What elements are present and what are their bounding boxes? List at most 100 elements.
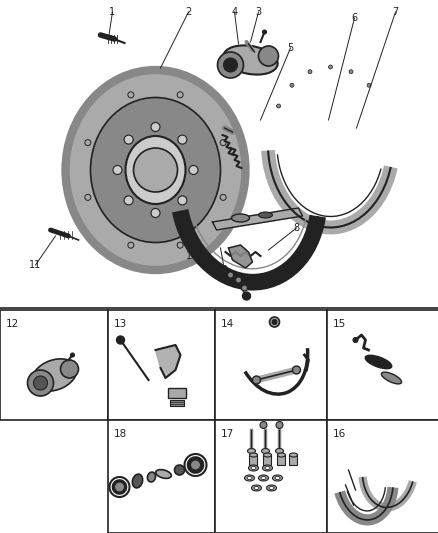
Circle shape xyxy=(177,196,187,205)
Ellipse shape xyxy=(263,453,271,457)
Text: 9: 9 xyxy=(221,265,227,275)
Text: 17: 17 xyxy=(220,429,233,439)
Text: 5: 5 xyxy=(287,43,293,53)
Circle shape xyxy=(272,319,276,325)
Text: 14: 14 xyxy=(220,319,233,329)
Circle shape xyxy=(85,140,91,146)
Text: 7: 7 xyxy=(392,7,398,17)
Circle shape xyxy=(252,376,260,384)
Bar xyxy=(277,455,285,465)
Circle shape xyxy=(348,70,352,74)
Ellipse shape xyxy=(251,466,255,470)
Bar xyxy=(263,455,271,465)
Circle shape xyxy=(127,242,134,248)
Circle shape xyxy=(85,195,91,200)
Circle shape xyxy=(227,272,233,278)
Circle shape xyxy=(235,277,241,283)
Circle shape xyxy=(113,166,122,174)
Circle shape xyxy=(258,46,278,66)
Circle shape xyxy=(219,140,226,146)
Circle shape xyxy=(241,285,247,291)
Circle shape xyxy=(177,135,187,144)
Circle shape xyxy=(352,337,357,343)
Circle shape xyxy=(262,30,266,34)
Ellipse shape xyxy=(274,477,279,480)
Ellipse shape xyxy=(147,472,155,482)
Circle shape xyxy=(177,92,183,98)
Circle shape xyxy=(151,208,159,217)
Bar xyxy=(108,310,215,420)
Circle shape xyxy=(127,92,134,98)
Ellipse shape xyxy=(268,487,273,489)
Circle shape xyxy=(60,360,78,378)
Circle shape xyxy=(269,317,279,327)
Circle shape xyxy=(151,123,159,132)
Circle shape xyxy=(289,83,293,87)
Circle shape xyxy=(217,52,243,78)
Bar xyxy=(215,310,327,420)
Circle shape xyxy=(219,195,226,200)
Circle shape xyxy=(133,148,177,192)
Circle shape xyxy=(33,376,47,390)
Circle shape xyxy=(328,65,332,69)
Ellipse shape xyxy=(112,480,126,494)
Ellipse shape xyxy=(272,475,282,481)
Ellipse shape xyxy=(266,485,276,491)
Ellipse shape xyxy=(247,448,255,454)
Circle shape xyxy=(28,370,53,396)
Circle shape xyxy=(276,422,283,429)
Ellipse shape xyxy=(244,475,254,481)
Ellipse shape xyxy=(381,372,401,384)
Text: 3: 3 xyxy=(255,7,261,17)
Circle shape xyxy=(242,292,250,300)
Polygon shape xyxy=(228,245,252,268)
Ellipse shape xyxy=(90,98,220,243)
Ellipse shape xyxy=(125,136,185,204)
Circle shape xyxy=(276,104,280,108)
Ellipse shape xyxy=(289,453,297,457)
Bar xyxy=(289,455,297,465)
Text: 10: 10 xyxy=(186,251,198,261)
Ellipse shape xyxy=(174,465,184,475)
Ellipse shape xyxy=(254,487,258,489)
Bar xyxy=(249,455,257,465)
Ellipse shape xyxy=(261,477,265,480)
Ellipse shape xyxy=(265,466,269,470)
Polygon shape xyxy=(212,208,302,230)
Ellipse shape xyxy=(249,453,257,457)
Text: 18: 18 xyxy=(113,429,127,439)
Bar xyxy=(0,310,108,420)
Bar xyxy=(327,420,438,533)
Text: 12: 12 xyxy=(6,319,19,329)
Ellipse shape xyxy=(258,475,268,481)
Ellipse shape xyxy=(66,71,244,269)
Circle shape xyxy=(177,242,183,248)
Ellipse shape xyxy=(247,477,251,480)
Ellipse shape xyxy=(155,470,171,479)
Ellipse shape xyxy=(248,465,258,471)
Text: 15: 15 xyxy=(332,319,345,329)
Polygon shape xyxy=(155,345,180,378)
Circle shape xyxy=(307,70,311,74)
Circle shape xyxy=(366,83,370,87)
Bar xyxy=(327,310,438,420)
Bar xyxy=(108,420,215,533)
Bar xyxy=(168,388,186,398)
Circle shape xyxy=(124,196,133,205)
Ellipse shape xyxy=(32,359,77,391)
Bar xyxy=(215,420,327,533)
Text: 8: 8 xyxy=(293,223,299,233)
Text: 2: 2 xyxy=(185,7,191,17)
Circle shape xyxy=(189,166,198,174)
Text: 1: 1 xyxy=(109,7,115,17)
Bar xyxy=(170,400,184,406)
Ellipse shape xyxy=(223,45,277,75)
Ellipse shape xyxy=(277,453,285,457)
Circle shape xyxy=(116,336,124,344)
Circle shape xyxy=(223,58,237,72)
Text: 4: 4 xyxy=(231,7,237,17)
Ellipse shape xyxy=(364,356,391,369)
Text: 13: 13 xyxy=(113,319,127,329)
Text: 16: 16 xyxy=(332,429,345,439)
Ellipse shape xyxy=(261,448,269,454)
